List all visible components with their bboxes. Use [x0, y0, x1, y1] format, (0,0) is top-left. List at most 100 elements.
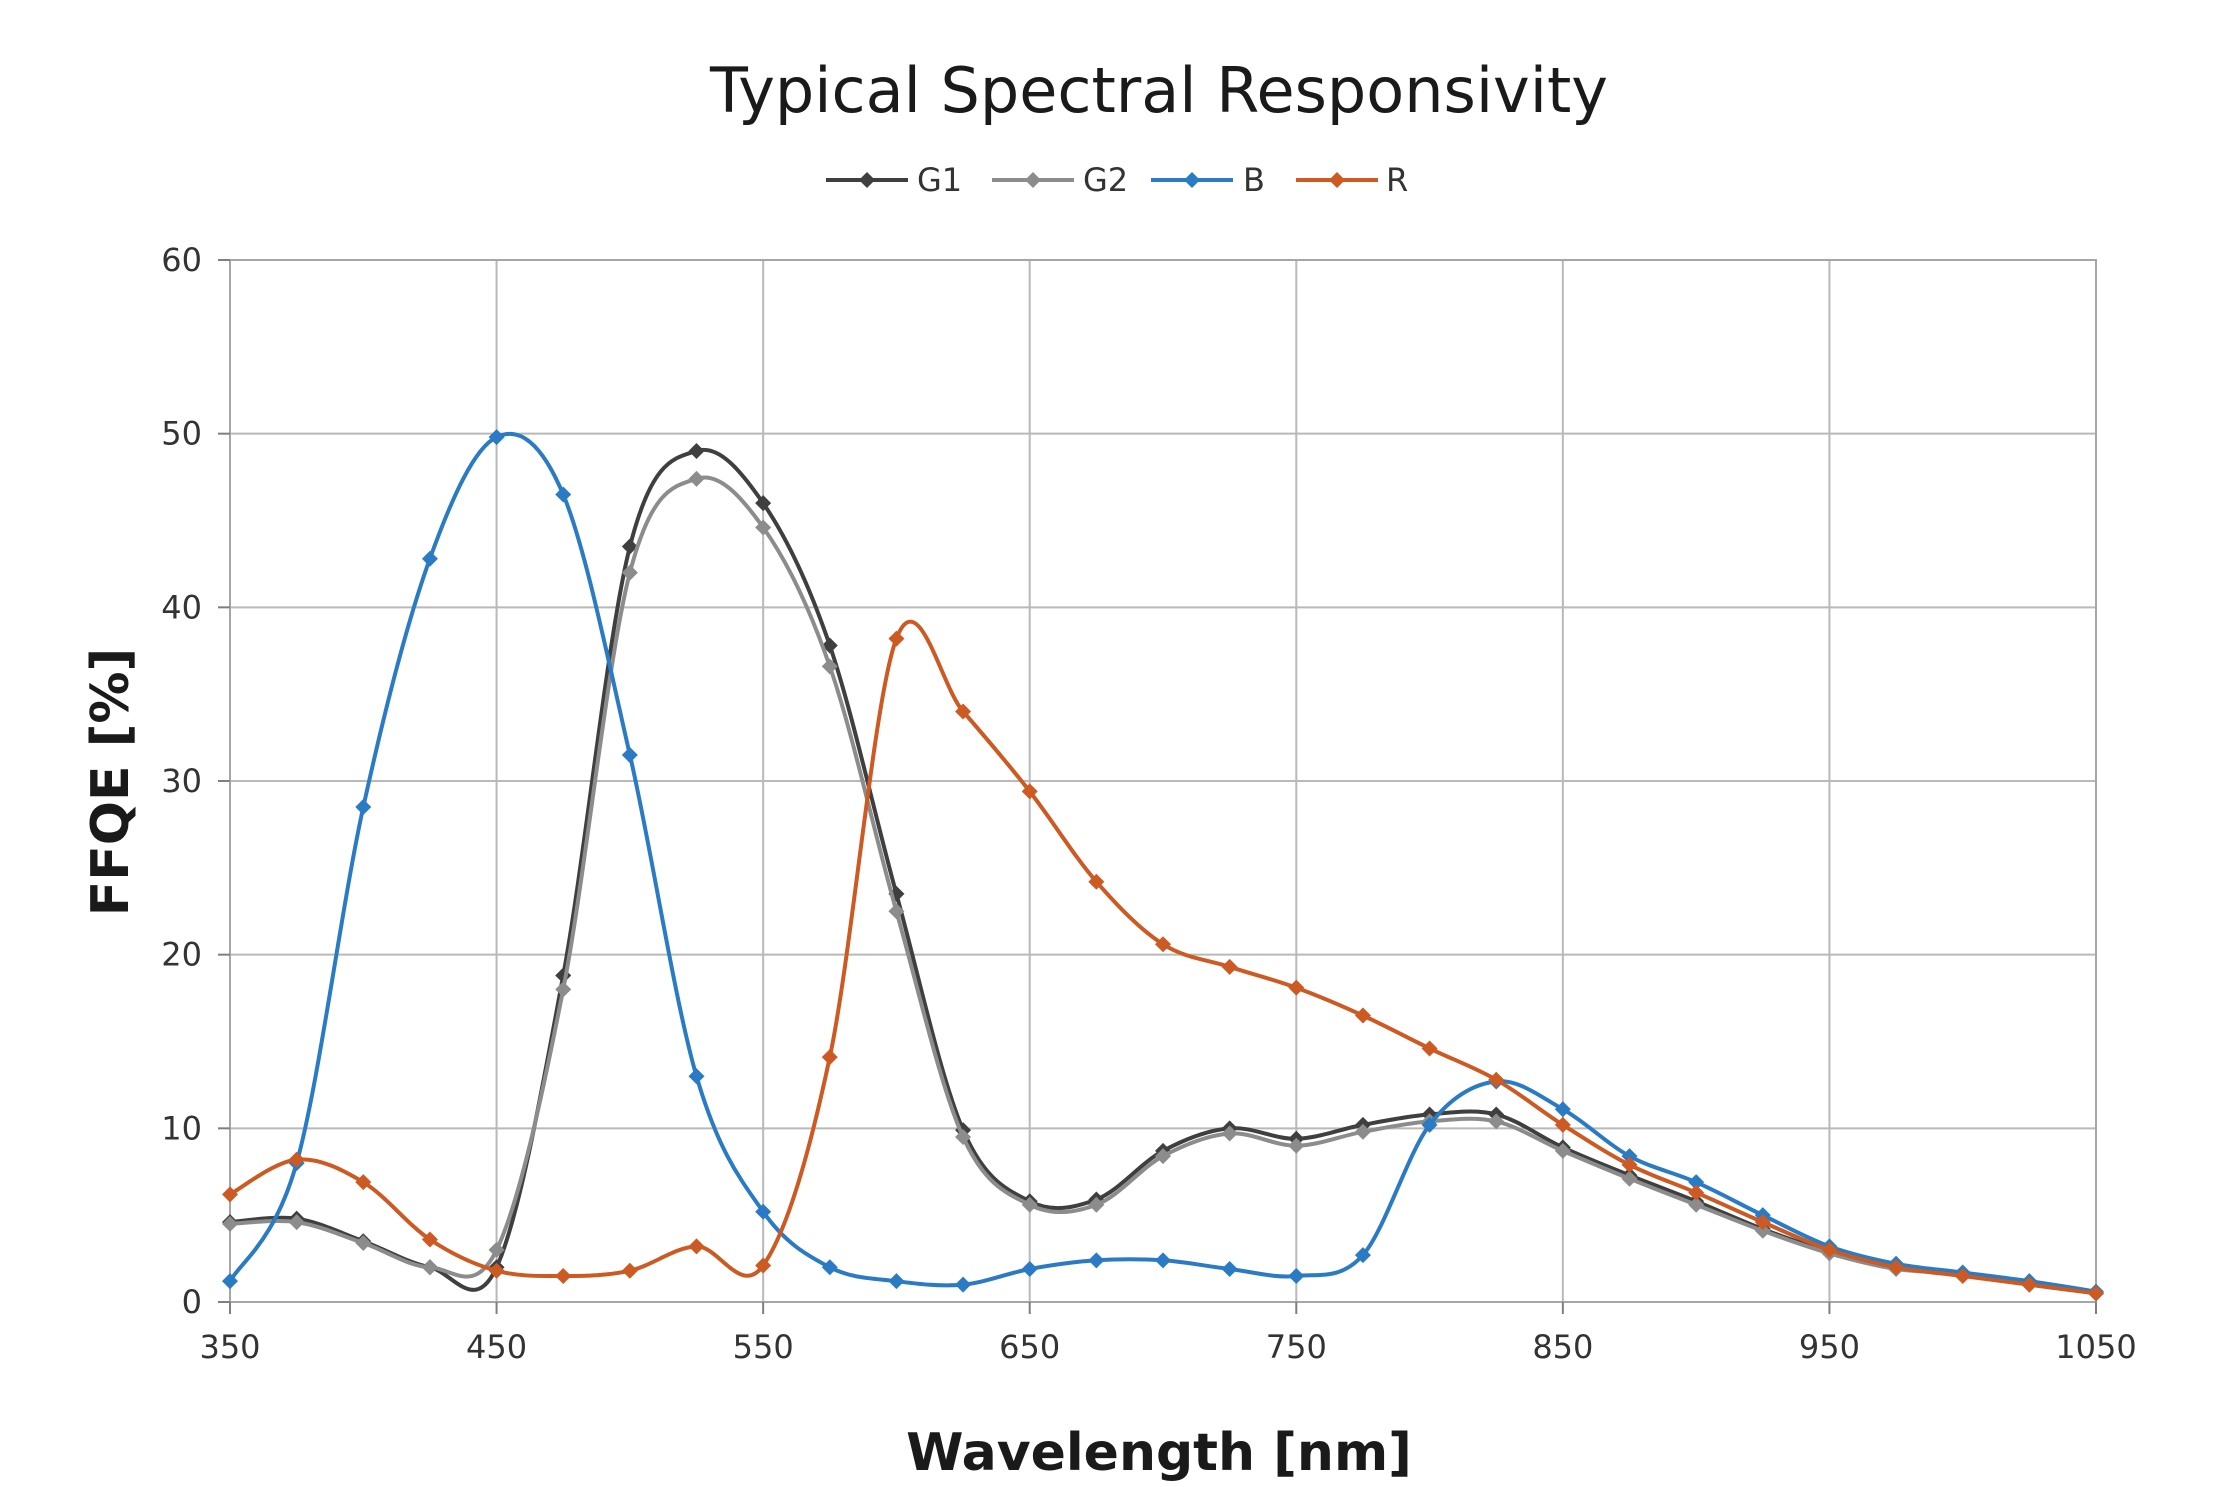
data-point-r — [1088, 873, 1105, 890]
legend-label-g1: G1 — [917, 161, 962, 199]
legend-marker-r — [1329, 172, 1345, 188]
data-point-g1 — [621, 538, 638, 555]
legend: G1 G2 B R — [826, 161, 1408, 199]
data-point-g2 — [888, 903, 905, 920]
data-point-r — [1688, 1184, 1705, 1201]
chart-title: Typical Spectral Responsivity — [709, 54, 1608, 127]
data-point-g2 — [488, 1241, 505, 1258]
y-tick-label: 0 — [182, 1283, 202, 1321]
x-tick-label: 750 — [1266, 1328, 1327, 1366]
data-point-r — [755, 1257, 772, 1274]
series-g2 — [222, 470, 2104, 1302]
data-point-r — [955, 703, 972, 720]
data-point-r — [488, 1262, 505, 1279]
legend-item-r: R — [1296, 161, 1408, 199]
data-point-r — [1021, 783, 1038, 800]
x-axis-title: Wavelength [nm] — [906, 1423, 1412, 1483]
data-point-r — [555, 1267, 572, 1284]
data-point-b — [1021, 1261, 1038, 1278]
y-tick-label: 60 — [161, 241, 202, 279]
data-point-r — [2021, 1276, 2038, 1293]
data-point-r — [1354, 1007, 1371, 1024]
data-point-b — [555, 486, 572, 503]
data-point-g2 — [1488, 1113, 1505, 1130]
data-point-b — [1688, 1174, 1705, 1191]
data-point-g2 — [621, 564, 638, 581]
data-point-r — [355, 1174, 372, 1191]
y-axis-ticks: 0 10 20 30 40 50 60 — [161, 241, 230, 1321]
data-point-r — [621, 1262, 638, 1279]
data-point-g2 — [1354, 1123, 1371, 1140]
x-tick-label: 850 — [1532, 1328, 1593, 1366]
data-point-g2 — [1754, 1222, 1771, 1239]
data-point-g2 — [1088, 1196, 1105, 1213]
data-point-b — [1221, 1261, 1238, 1278]
data-point-g2 — [222, 1215, 238, 1232]
data-point-b — [821, 1259, 838, 1276]
data-point-r — [888, 630, 905, 647]
data-point-b — [688, 1068, 705, 1085]
data-point-b — [488, 429, 505, 446]
data-point-g2 — [1288, 1137, 1305, 1154]
data-point-r — [688, 1238, 705, 1255]
series-line-r — [229, 619, 2097, 1296]
legend-item-g1: G1 — [826, 161, 962, 199]
y-tick-label: 20 — [161, 936, 202, 974]
data-point-r — [1421, 1040, 1438, 1057]
y-tick-label: 30 — [161, 762, 202, 800]
data-point-g2 — [355, 1234, 372, 1251]
x-tick-label: 550 — [733, 1328, 794, 1366]
x-tick-label: 350 — [199, 1328, 260, 1366]
series-line-g2 — [229, 475, 2097, 1296]
data-point-g2 — [1221, 1125, 1238, 1142]
data-point-b — [421, 550, 438, 567]
series-layer — [222, 429, 2104, 1302]
data-point-r — [821, 1049, 838, 1066]
series-g1 — [222, 443, 2104, 1302]
data-point-r — [288, 1151, 305, 1168]
data-point-r — [1155, 936, 1171, 953]
data-point-g2 — [1155, 1148, 1171, 1165]
data-point-g2 — [1021, 1196, 1038, 1213]
legend-item-b: B — [1151, 161, 1265, 199]
data-point-r — [1821, 1241, 1838, 1258]
series-r — [222, 619, 2104, 1302]
data-point-b — [1288, 1267, 1305, 1284]
data-point-b — [755, 1203, 772, 1220]
data-point-b — [1354, 1247, 1371, 1264]
legend-marker-b — [1184, 172, 1200, 188]
data-point-r — [222, 1186, 238, 1203]
data-point-b — [355, 799, 372, 816]
y-tick-label: 40 — [161, 588, 202, 626]
legend-label-b: B — [1243, 161, 1265, 199]
data-point-b — [1554, 1101, 1571, 1118]
data-point-b — [621, 746, 638, 763]
data-point-g2 — [555, 981, 572, 998]
legend-marker-g2 — [1025, 172, 1041, 188]
data-point-g2 — [1554, 1142, 1571, 1159]
data-point-b — [1421, 1116, 1438, 1133]
legend-item-g2: G2 — [992, 161, 1128, 199]
data-point-b — [222, 1273, 238, 1290]
data-point-g2 — [1621, 1170, 1638, 1187]
x-tick-label: 650 — [999, 1328, 1060, 1366]
data-point-g1 — [755, 495, 772, 512]
data-point-r — [1288, 979, 1305, 996]
series-b — [222, 429, 2104, 1300]
data-point-g2 — [421, 1259, 438, 1276]
legend-marker-g1 — [859, 172, 875, 188]
data-point-r — [421, 1231, 438, 1248]
data-point-r — [1221, 958, 1238, 975]
x-tick-label: 450 — [466, 1328, 527, 1366]
data-point-b — [955, 1276, 972, 1293]
data-point-r — [1954, 1267, 1971, 1284]
data-point-g2 — [821, 658, 838, 675]
legend-label-g2: G2 — [1083, 161, 1128, 199]
data-point-r — [1888, 1259, 1905, 1276]
y-axis-title: FFQE [%] — [81, 648, 141, 917]
data-point-g2 — [955, 1129, 972, 1146]
x-axis-ticks: 350 450 550 650 750 850 950 1050 — [199, 1302, 2137, 1366]
y-tick-label: 10 — [161, 1109, 202, 1147]
data-point-b — [1088, 1252, 1105, 1269]
